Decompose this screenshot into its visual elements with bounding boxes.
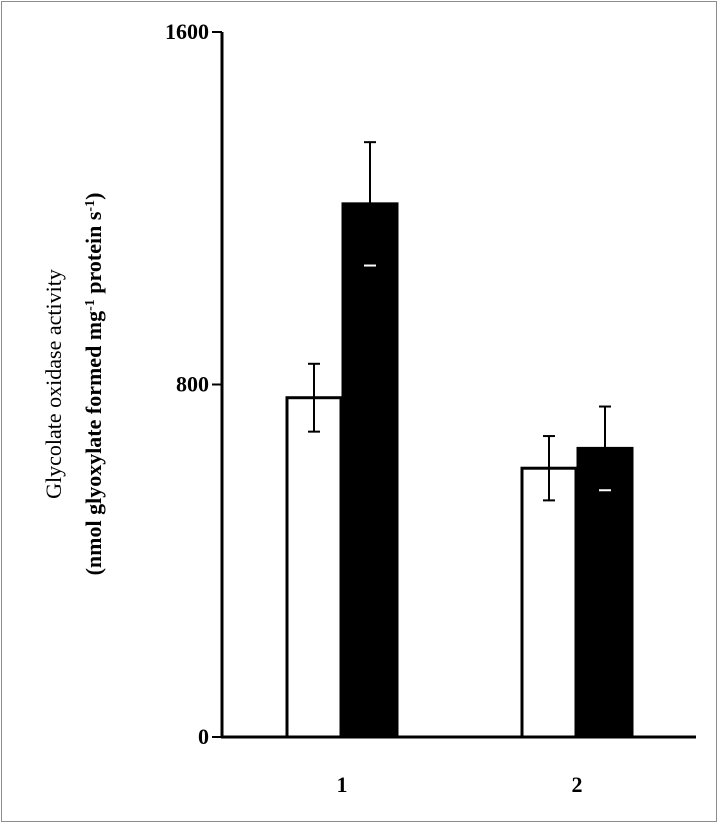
y-tick-label: 1600 xyxy=(165,19,209,44)
y-tick-label: 0 xyxy=(198,724,209,749)
bar-2-series-1 xyxy=(520,466,578,739)
bars xyxy=(285,202,634,739)
bar-2-series-2 xyxy=(576,446,634,739)
y-tick-label: 800 xyxy=(176,372,209,397)
x-category-label: 2 xyxy=(572,772,583,797)
y-axis-title-line1: Glycolate oxidase activity xyxy=(41,269,66,499)
y-axis-title-line2: (nmol glyoxylate formed mg-1 protein s-1… xyxy=(81,193,106,576)
y-tick-labels: 0 800 1600 xyxy=(165,19,209,749)
x-category-label: 1 xyxy=(337,772,348,797)
bar-1-series-1 xyxy=(285,396,343,739)
y-axis-title: Glycolate oxidase activity (nmol glyoxyl… xyxy=(41,193,106,576)
y-axis-title-sup1: -1 xyxy=(83,299,98,311)
y-axis-title-line2-post: ) xyxy=(81,193,106,200)
y-axis-title-line2-mid: protein s xyxy=(81,211,106,299)
bar-1-series-2 xyxy=(341,202,399,739)
error-bars xyxy=(308,141,611,502)
y-axis-title-line2-pre: (nmol glyoxylate formed mg xyxy=(81,311,106,576)
y-axis-title-sup2: -1 xyxy=(83,200,98,212)
